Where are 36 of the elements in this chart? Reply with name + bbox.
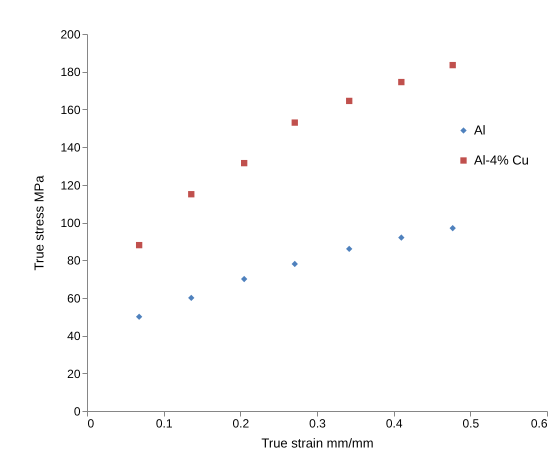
point bbox=[450, 224, 456, 232]
point bbox=[398, 78, 404, 86]
x-tick-label: 0.4 bbox=[386, 416, 403, 430]
y-tick-label: 120 bbox=[60, 178, 81, 192]
x-tick-label: 0 bbox=[88, 416, 94, 430]
x-tick-label: 0.5 bbox=[462, 416, 480, 430]
point bbox=[292, 260, 298, 268]
y-tick-label: 0 bbox=[74, 404, 81, 418]
x-tick-label: 0.3 bbox=[309, 416, 326, 430]
point bbox=[241, 276, 248, 282]
point bbox=[188, 294, 194, 302]
point bbox=[136, 314, 142, 320]
y-axis-title: True stress MPa bbox=[31, 174, 46, 270]
point bbox=[346, 98, 352, 104]
y-tick-label: 140 bbox=[60, 140, 81, 155]
point bbox=[188, 191, 194, 198]
x-tick-label: 0.6 bbox=[530, 416, 548, 430]
point bbox=[292, 119, 298, 126]
point bbox=[398, 234, 404, 241]
point bbox=[346, 246, 352, 252]
point bbox=[136, 242, 142, 248]
x-tick-label: 0.1 bbox=[156, 416, 173, 430]
y-tick-label: 180 bbox=[60, 65, 81, 80]
y-tick-label: 200 bbox=[60, 28, 81, 42]
legend-label: Al-4% Cu bbox=[474, 152, 529, 168]
y-tick-label: 60 bbox=[67, 291, 81, 306]
y-tick-label: 100 bbox=[60, 216, 81, 230]
x-axis-title: True strain mm/mm bbox=[261, 436, 374, 450]
x-tick-label: 0.2 bbox=[232, 416, 250, 430]
y-tick-label: 80 bbox=[67, 254, 81, 268]
point bbox=[450, 62, 456, 68]
y-tick-label: 20 bbox=[67, 366, 81, 381]
y-tick-label: 40 bbox=[67, 329, 81, 344]
point bbox=[241, 160, 248, 166]
y-tick-label: 160 bbox=[60, 102, 81, 117]
legend-label: Al bbox=[474, 122, 486, 138]
